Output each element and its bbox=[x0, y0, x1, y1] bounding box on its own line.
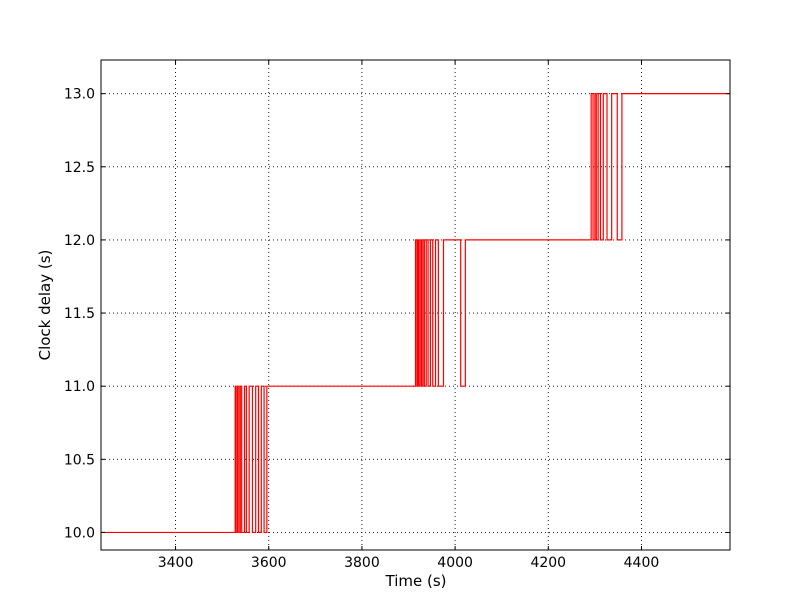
ticks bbox=[101, 60, 730, 550]
y-tick-label: 12.0 bbox=[64, 233, 95, 249]
x-tick-label: 3800 bbox=[344, 555, 380, 571]
x-tick-label: 3600 bbox=[251, 555, 287, 571]
x-tick-label: 4400 bbox=[624, 555, 660, 571]
y-tick-labels: 10.0 10.5 11.0 11.5 12.0 12.5 13.0 bbox=[64, 87, 95, 542]
series-layer bbox=[101, 93, 730, 534]
y-axis-label: Clock delay (s) bbox=[36, 250, 54, 361]
y-tick-label: 11.5 bbox=[64, 306, 95, 322]
x-tick-label: 4200 bbox=[530, 555, 566, 571]
y-tick-label: 10.5 bbox=[64, 452, 95, 468]
plot-frame bbox=[100, 59, 731, 551]
y-tick-label: 12.5 bbox=[64, 160, 95, 176]
x-axis-label: Time (s) bbox=[385, 572, 447, 590]
x-tick-label: 4000 bbox=[437, 555, 473, 571]
series-line bbox=[101, 93, 730, 534]
x-tick-label: 3400 bbox=[158, 555, 194, 571]
y-tick-label: 11.0 bbox=[64, 379, 95, 395]
x-tick-labels: 3400 3600 3800 4000 4200 4400 bbox=[158, 555, 660, 571]
y-tick-label: 10.0 bbox=[64, 525, 95, 541]
y-tick-label: 13.0 bbox=[64, 87, 95, 103]
